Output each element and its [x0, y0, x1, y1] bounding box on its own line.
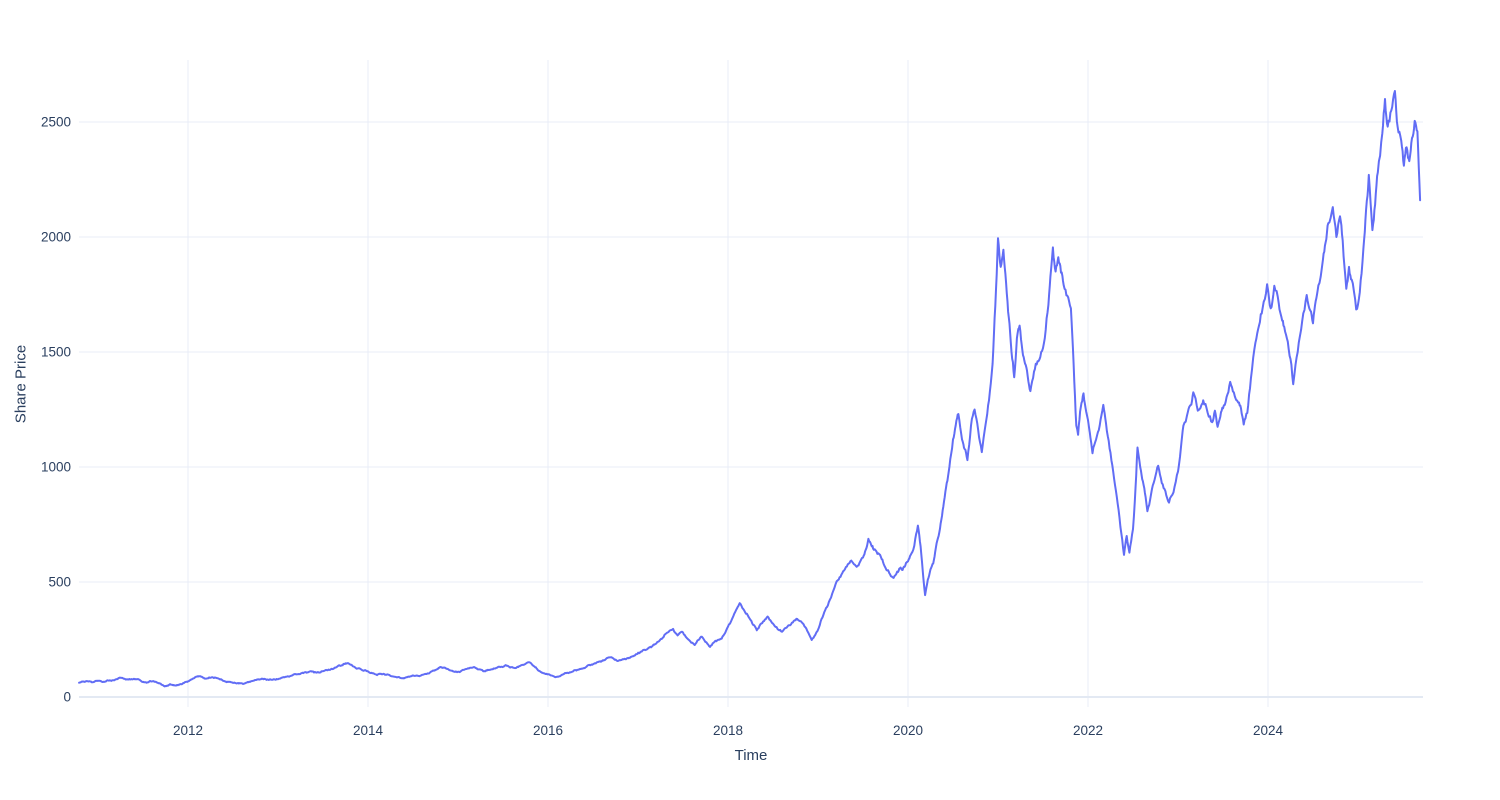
y-tick-label: 1500: [41, 345, 71, 360]
y-axis-title: Share Price: [12, 344, 30, 424]
price-line: [78, 90, 1422, 688]
x-tick-label: 2012: [173, 723, 203, 738]
y-tick-label: 2000: [41, 230, 71, 245]
y-tick-label: 2500: [41, 115, 71, 130]
x-tick-label: 2022: [1073, 723, 1103, 738]
x-tick-label: 2014: [353, 723, 384, 738]
x-tick-label: 2024: [1253, 723, 1284, 738]
plot-area[interactable]: [79, 60, 1423, 707]
x-tick-label: 2018: [713, 723, 743, 738]
x-tick-label: 2020: [893, 723, 923, 738]
y-tick-label: 500: [48, 574, 71, 589]
x-tick-label: 2016: [533, 723, 563, 738]
x-axis-title: Time: [734, 747, 768, 764]
y-tick-label: 1000: [41, 459, 71, 474]
y-tick-label: 0: [63, 689, 71, 704]
